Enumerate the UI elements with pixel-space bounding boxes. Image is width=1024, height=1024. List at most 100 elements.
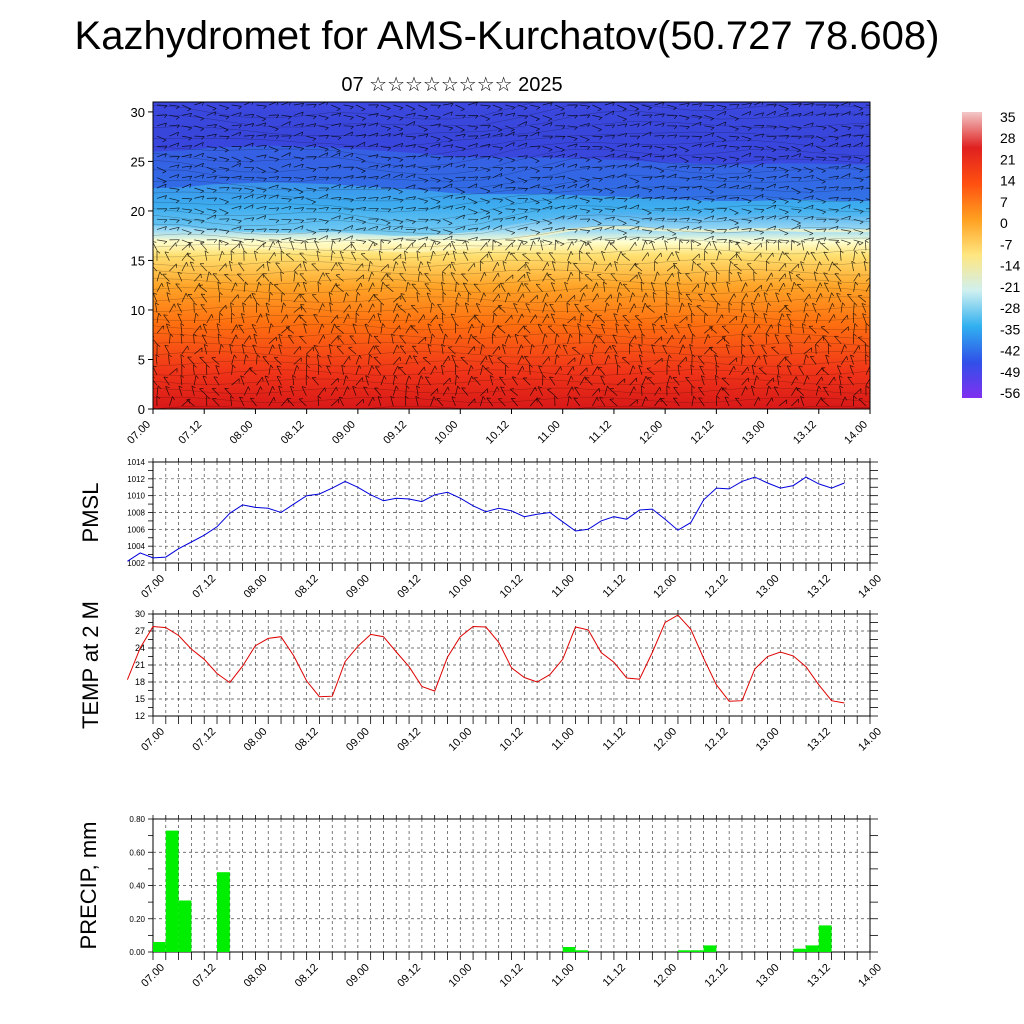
axis-ticks bbox=[148, 610, 878, 724]
x-tick-label: 11.00 bbox=[549, 573, 576, 600]
x-tick-label: 13.12 bbox=[791, 419, 819, 447]
y-axis-label: PMSL bbox=[78, 483, 103, 543]
precip-bar bbox=[153, 942, 166, 952]
colorbar-label: 14 bbox=[1000, 173, 1016, 189]
grid bbox=[153, 462, 870, 563]
y-tick-label: 1002 bbox=[127, 559, 145, 568]
y-tick-label: 21 bbox=[135, 660, 145, 670]
x-tick-label: 12.00 bbox=[637, 419, 665, 447]
x-tick-label: 09.00 bbox=[330, 419, 358, 447]
y-tick-label: 0.60 bbox=[129, 848, 145, 857]
precip-bar bbox=[217, 872, 230, 952]
x-tick-label: 12.00 bbox=[651, 962, 679, 990]
wind-barb-field bbox=[153, 102, 870, 407]
x-tick-label: 10.00 bbox=[432, 419, 460, 447]
colorbar-label: -28 bbox=[1000, 300, 1020, 316]
x-tick-label: 10.12 bbox=[498, 726, 526, 754]
precip-bar bbox=[677, 950, 691, 952]
x-tick-label: 07.00 bbox=[139, 573, 167, 601]
x-tick-label: 10.12 bbox=[484, 419, 512, 447]
y-tick-label: 15 bbox=[131, 253, 145, 268]
precip-bar bbox=[703, 945, 717, 952]
y-tick-label: 27 bbox=[135, 626, 145, 636]
x-tick-label: 08.00 bbox=[242, 726, 270, 754]
colorbar-label: -7 bbox=[1000, 236, 1013, 252]
x-tick-label: 09.00 bbox=[344, 726, 372, 754]
pmsl-panel: 1002 1004 1006 1008 1010 1012 1014 07.00 07.12 08… bbox=[78, 458, 884, 601]
x-tick-label: 14.00 bbox=[856, 726, 884, 754]
x-tick-label: 12.00 bbox=[651, 726, 679, 754]
colorbar-label: 0 bbox=[1000, 215, 1008, 231]
precip-bar bbox=[818, 925, 832, 952]
x-tick-label: 11.00 bbox=[549, 962, 576, 989]
y-axis-label: TEMP at 2 M bbox=[78, 601, 103, 729]
x-tick-label: 13.00 bbox=[754, 726, 782, 754]
x-tick-label: 11.12 bbox=[601, 573, 628, 600]
x-tick-label: 09.00 bbox=[344, 573, 372, 601]
x-tick-label: 12.00 bbox=[651, 573, 679, 601]
precip-bar bbox=[165, 830, 179, 952]
x-tick-label: 13.00 bbox=[754, 573, 782, 601]
x-tick-label: 08.00 bbox=[242, 962, 270, 990]
y-tick-label: 1014 bbox=[127, 458, 145, 467]
y-tick-label: 15 bbox=[135, 694, 145, 704]
colorbar-label: 28 bbox=[1000, 130, 1016, 146]
precip-bar bbox=[178, 900, 192, 952]
y-tick-label: 18 bbox=[135, 677, 145, 687]
x-tick-label: 10.00 bbox=[446, 726, 474, 754]
y-tick-label: 1004 bbox=[127, 542, 145, 551]
x-tick-label: 07.12 bbox=[176, 419, 204, 447]
precip-panel: 0.00 0.20 0.40 0.60 0.80 07.00 07.12 08.00 08.12… bbox=[76, 815, 884, 990]
x-tick-label: 07.12 bbox=[190, 573, 218, 601]
colorbar-label: -14 bbox=[1000, 258, 1020, 274]
x-tick-label: 12.12 bbox=[703, 962, 731, 990]
x-tick-label: 14.00 bbox=[856, 962, 884, 990]
x-tick-label: 13.12 bbox=[805, 962, 833, 990]
y-tick-label: 1008 bbox=[127, 509, 145, 518]
y-tick-label: 30 bbox=[135, 609, 145, 619]
x-tick-label: 08.12 bbox=[293, 573, 321, 601]
y-tick-label: 0.20 bbox=[129, 915, 145, 924]
precip-bar bbox=[793, 948, 806, 952]
page-title: Kazhydromet for AMS-Kurchatov(50.727 78.… bbox=[74, 14, 940, 58]
colorbar-label: -35 bbox=[1000, 321, 1020, 337]
x-tick-label: 13.00 bbox=[740, 419, 768, 447]
x-tick-label: 09.12 bbox=[395, 962, 423, 990]
precip-bar bbox=[562, 947, 576, 952]
y-tick-label: 5 bbox=[138, 352, 145, 367]
y-tick-label: 0.00 bbox=[129, 948, 145, 957]
colorbar-label: 7 bbox=[1000, 194, 1008, 210]
x-tick-label: 14.00 bbox=[856, 573, 884, 601]
x-tick-label: 13.12 bbox=[805, 726, 833, 754]
x-tick-label: 07.00 bbox=[139, 726, 167, 754]
colorbar-label: -42 bbox=[1000, 343, 1020, 359]
x-tick-label: 14.00 bbox=[842, 419, 870, 447]
x-tick-label: 11.00 bbox=[535, 419, 562, 446]
x-tick-label: 10.00 bbox=[446, 573, 474, 601]
colorbar-label: 35 bbox=[1000, 109, 1016, 125]
precip-bar bbox=[690, 950, 704, 952]
y-tick-label: 0 bbox=[138, 402, 145, 417]
x-tick-label: 11.12 bbox=[601, 726, 628, 753]
x-tick-label: 13.12 bbox=[805, 573, 833, 601]
precip-bar bbox=[575, 950, 589, 952]
x-tick-label: 07.00 bbox=[125, 419, 153, 447]
x-tick-label: 07.12 bbox=[190, 962, 218, 990]
y-tick-label: 1012 bbox=[127, 475, 145, 484]
y-tick-label: 1010 bbox=[127, 492, 145, 501]
y-tick-label: 0.40 bbox=[129, 882, 145, 891]
x-tick-label: 09.00 bbox=[344, 962, 372, 990]
x-tick-label: 08.12 bbox=[279, 419, 307, 447]
page-subtitle: 07 ☆☆☆☆☆☆☆☆ 2025 bbox=[341, 74, 563, 96]
axis-ticks bbox=[148, 815, 878, 960]
y-tick-label: 0.80 bbox=[129, 815, 145, 824]
y-tick-label: 12 bbox=[135, 711, 145, 721]
x-tick-label: 09.12 bbox=[395, 726, 423, 754]
series-line bbox=[127, 476, 845, 562]
x-tick-label: 13.00 bbox=[754, 962, 782, 990]
colorbar-label: -49 bbox=[1000, 364, 1020, 380]
y-tick-label: 25 bbox=[131, 154, 145, 169]
x-tick-label: 10.00 bbox=[446, 962, 474, 990]
